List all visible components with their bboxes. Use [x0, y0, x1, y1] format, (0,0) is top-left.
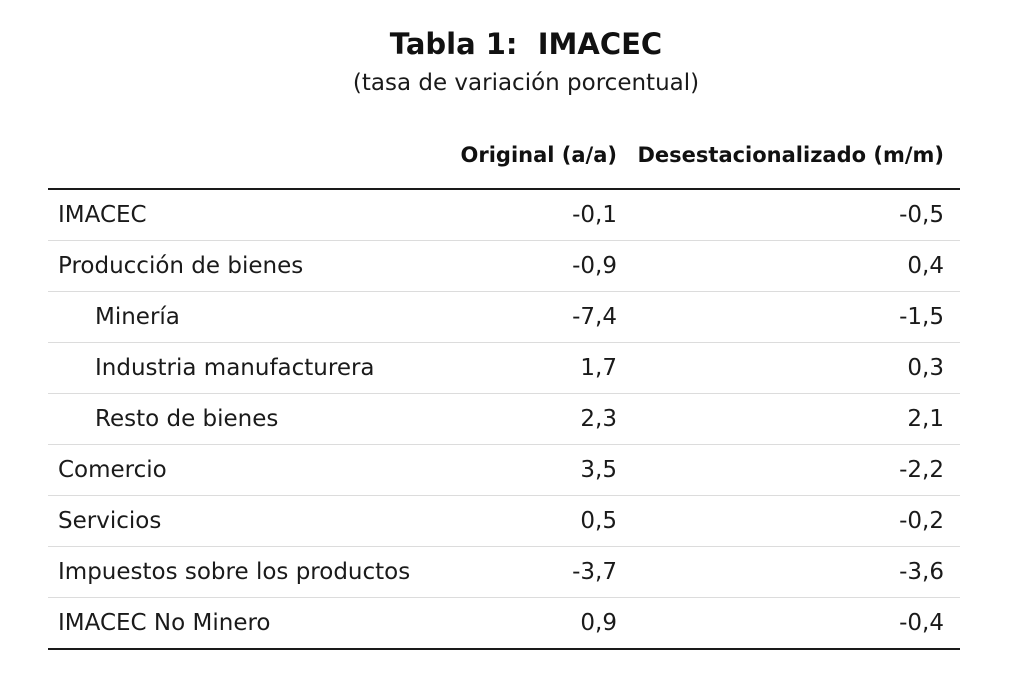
table-row-imacec-no-minero: IMACEC No Minero 0,9 -0,4 — [48, 598, 960, 650]
table-row-impuestos-sobre-los-productos: Impuestos sobre los productos -3,7 -3,6 — [48, 547, 960, 598]
table-row-imacec: IMACEC -0,1 -0,5 — [48, 190, 960, 241]
row-label: IMACEC — [58, 202, 147, 228]
original-value: 0,9 — [580, 610, 617, 636]
column-header-desestacionalizado: Desestacionalizado (m/m) — [637, 143, 944, 167]
desestacionalizado-value: -2,2 — [899, 457, 944, 483]
desestacionalizado-value: -0,2 — [899, 508, 944, 534]
desestacionalizado-value: 2,1 — [907, 406, 944, 432]
row-label: IMACEC No Minero — [58, 610, 271, 636]
desestacionalizado-value: 0,3 — [907, 355, 944, 381]
table-row-mineria: Minería -7,4 -1,5 — [48, 292, 960, 343]
table-row-comercio: Comercio 3,5 -2,2 — [48, 445, 960, 496]
original-value: -0,9 — [572, 253, 617, 279]
desestacionalizado-value: -3,6 — [899, 559, 944, 585]
table-row-produccion-de-bienes: Producción de bienes -0,9 0,4 — [48, 241, 960, 292]
table-title: Tabla 1: IMACEC — [389, 27, 663, 61]
table-row-servicios: Servicios 0,5 -0,2 — [48, 496, 960, 547]
imacec-table: Original (a/a) Desestacionalizado (m/m) … — [48, 130, 960, 650]
row-label: Servicios — [58, 508, 162, 534]
row-label: Industria manufacturera — [95, 355, 375, 381]
row-label: Resto de bienes — [95, 406, 279, 432]
original-value: -7,4 — [572, 304, 617, 330]
table-row-industria-manufacturera: Industria manufacturera 1,7 0,3 — [48, 343, 960, 394]
desestacionalizado-value: 0,4 — [907, 253, 944, 279]
row-label: Comercio — [58, 457, 167, 483]
row-label: Minería — [95, 304, 180, 330]
table-subtitle: (tasa de variación porcentual) — [352, 70, 700, 96]
row-label: Impuestos sobre los productos — [58, 559, 411, 585]
desestacionalizado-value: -0,5 — [899, 202, 944, 228]
original-value: 2,3 — [580, 406, 617, 432]
column-header-original: Original (a/a) — [460, 143, 617, 167]
original-value: -0,1 — [572, 202, 617, 228]
desestacionalizado-value: -0,4 — [899, 610, 944, 636]
original-value: 1,7 — [580, 355, 617, 381]
row-label: Producción de bienes — [58, 253, 304, 279]
original-value: 0,5 — [580, 508, 617, 534]
original-value: 3,5 — [580, 457, 617, 483]
table-row-resto-de-bienes: Resto de bienes 2,3 2,1 — [48, 394, 960, 445]
table-header-row: Original (a/a) Desestacionalizado (m/m) — [48, 130, 960, 190]
original-value: -3,7 — [572, 559, 617, 585]
desestacionalizado-value: -1,5 — [899, 304, 944, 330]
